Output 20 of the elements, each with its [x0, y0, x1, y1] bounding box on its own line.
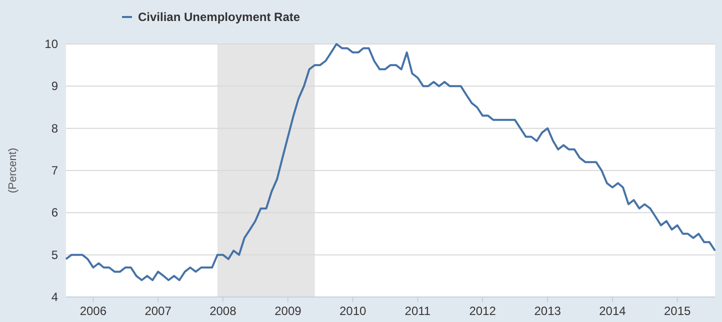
legend-label: Civilian Unemployment Rate	[138, 10, 300, 24]
y-tick-label: 9	[51, 79, 58, 94]
line-series	[65, 43, 716, 282]
x-tick-label: 2011	[404, 304, 431, 318]
y-tick-label: 8	[51, 121, 58, 136]
y-tick-label: 5	[51, 248, 58, 262]
x-tick-label: 2007	[144, 304, 172, 318]
x-tick-label: 2009	[274, 304, 302, 318]
x-tick-label: 2010	[339, 304, 366, 318]
y-tick-label: 10	[44, 37, 58, 51]
y-tick-label: 6	[51, 206, 58, 220]
x-tick-label: 2012	[469, 304, 496, 318]
y-axis-title: (Percent)	[7, 148, 19, 194]
x-tick-label: 2013	[534, 304, 562, 318]
x-tick-label: 2014	[599, 304, 626, 318]
x-tick-label: 2008	[210, 304, 237, 318]
x-tick-label: 2015	[664, 304, 691, 318]
x-tick-label: 2006	[80, 304, 107, 318]
y-tick-label: 4	[51, 290, 58, 304]
y-tick-label: 7	[51, 164, 58, 178]
